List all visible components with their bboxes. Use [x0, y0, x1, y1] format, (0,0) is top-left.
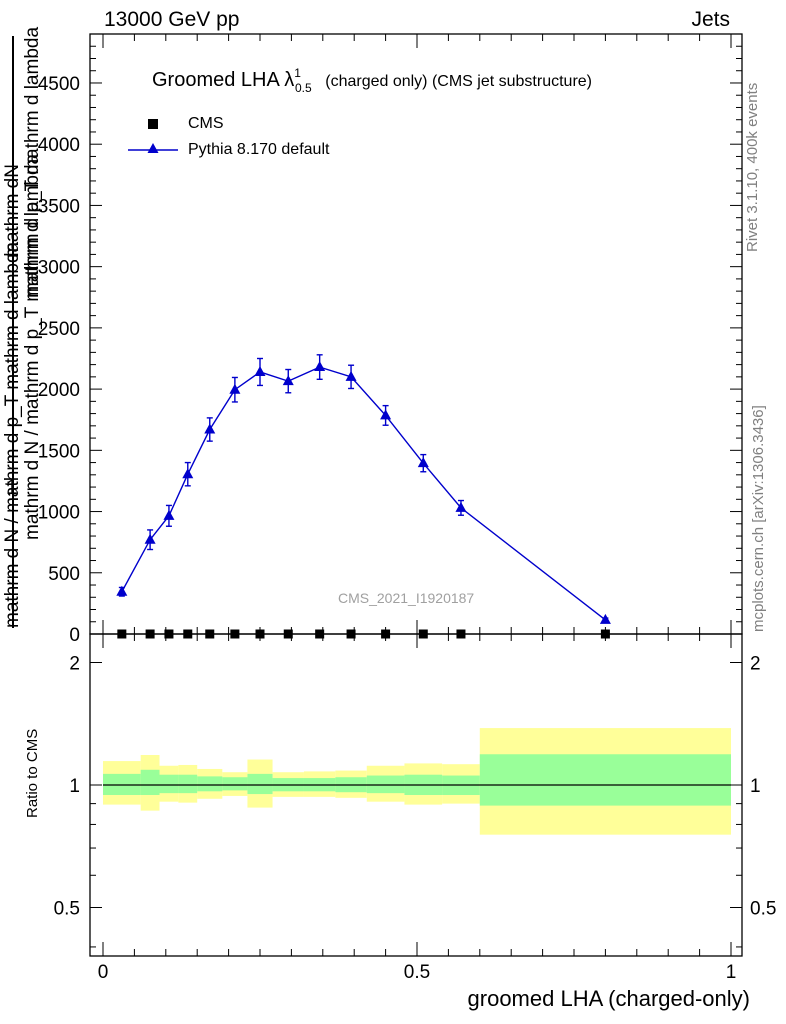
title-tail: (charged only) (CMS jet substructure)	[325, 73, 592, 90]
pythia-point	[204, 423, 216, 434]
chart-title: Groomed LHA λ10.5 (charged only) (CMS je…	[152, 66, 592, 95]
cms-point	[418, 629, 428, 639]
ratio-ytick-label-right-2: 2	[750, 654, 761, 675]
ratio-ytick-label-right-0: 0.5	[750, 898, 776, 919]
ratio-ylabel: Ratio to CMS	[24, 728, 41, 818]
header-right: Jets	[691, 8, 730, 31]
title-sub: 0.5	[294, 81, 312, 95]
ratio-ytick-label-right-1: 1	[750, 776, 761, 797]
ratio-frame	[89, 633, 743, 957]
cms-point	[255, 629, 265, 639]
pythia-point	[380, 409, 392, 420]
cms-point	[283, 629, 293, 639]
top-ytick-label: 2000	[38, 380, 80, 401]
title-sup: 1	[294, 66, 301, 80]
cms-point	[456, 629, 466, 639]
pythia-point	[282, 375, 294, 386]
top-ytick-label: 0	[69, 625, 80, 646]
ratio-inner-band-1	[140, 769, 160, 795]
top-ytick-label: 3000	[38, 258, 80, 279]
ratio-xtick-label-1: 0.5	[404, 962, 430, 983]
pythia-point	[455, 501, 467, 512]
analysis-watermark: CMS_2021_I1920187	[338, 590, 475, 606]
rivet-label: Rivet 3.1.10, 400k events	[744, 82, 761, 252]
ratio-ytick-label-left-2: 2	[69, 654, 80, 675]
top-ytick-label: 4000	[38, 135, 80, 156]
pythia-point	[229, 383, 241, 394]
ratio-ytick-label-left-1: 1	[69, 776, 80, 797]
header-left: 13000 GeV pp	[104, 8, 240, 31]
pythia-point	[116, 585, 128, 596]
ratio-inner-band-4	[197, 776, 223, 792]
pythia-point	[182, 468, 194, 479]
cms-point	[205, 629, 215, 639]
ratio-inner-band-3	[178, 774, 198, 794]
ylabel-one: 1	[6, 476, 18, 500]
top-ytick-label: 4500	[38, 74, 80, 95]
mcplots-label: mcplots.cern.ch [arXiv:1306.3436]	[750, 405, 767, 632]
ratio-inner-band-6	[247, 773, 273, 795]
pythia-point	[163, 509, 175, 520]
cms-point	[230, 629, 240, 639]
ylabel-fraction-line	[12, 36, 14, 628]
cms-point	[145, 629, 155, 639]
pythia-line	[121, 366, 606, 621]
ylabel-inner: mathrm d N / mathrm d p_T mathrm d lambd…	[22, 153, 43, 540]
top-ytick-label: 1500	[38, 441, 80, 462]
cms-point	[381, 629, 391, 639]
cms-point	[315, 629, 325, 639]
legend-pythia-label: Pythia 8.170 default	[188, 141, 330, 158]
ratio-ytick-label-left-0: 0.5	[54, 898, 80, 919]
pythia-point	[144, 533, 156, 544]
cms-point	[117, 629, 127, 639]
x-axis-label: groomed LHA (charged-only)	[467, 986, 750, 1011]
ratio-inner-band-10	[366, 775, 405, 794]
cms-point	[164, 629, 174, 639]
pythia-point	[345, 370, 357, 381]
ratio-xtick-label-2: 1	[726, 962, 737, 983]
ratio-inner-band-2	[159, 774, 179, 794]
legend-cms-label: CMS	[188, 115, 224, 132]
cms-point	[183, 629, 193, 639]
top-ytick-label: 1000	[38, 503, 80, 524]
cms-point	[346, 629, 356, 639]
top-ytick-label: 3500	[38, 196, 80, 217]
ratio-xtick-label-0: 0	[98, 962, 109, 983]
title-main: Groomed LHA λ	[152, 69, 295, 91]
ratio-inner-band-5	[222, 777, 248, 791]
pythia-point	[254, 365, 266, 376]
top-ytick-label: 2500	[38, 319, 80, 340]
ratio-inner-band-13	[479, 754, 731, 806]
legend-cms-marker	[148, 119, 158, 129]
legend-pythia-marker	[147, 143, 159, 153]
pythia-point	[314, 361, 326, 372]
top-ytick-label: 500	[48, 564, 80, 585]
pythia-point	[417, 457, 429, 468]
pythia-point	[599, 613, 611, 624]
cms-point	[600, 629, 610, 639]
